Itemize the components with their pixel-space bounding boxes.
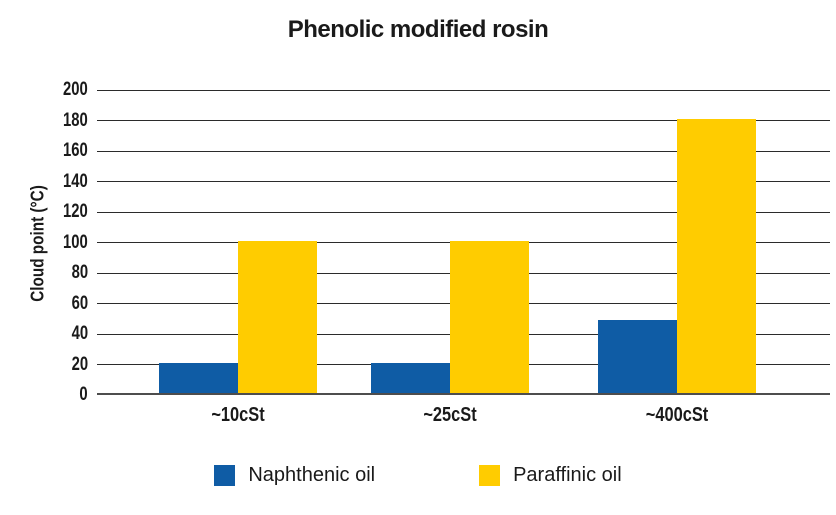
chart-title: Phenolic modified rosin: [287, 16, 549, 43]
y-tick-label-160: 160: [8, 141, 88, 161]
y-tick-label-100: 100: [8, 231, 88, 253]
y-tick-label-140: 140: [8, 170, 88, 192]
y-tick-label-text: 120: [63, 201, 88, 222]
x-axis-tick-labels: ~10cSt ~25cSt ~400cSt: [97, 404, 830, 430]
y-tick-label-text: 200: [63, 79, 88, 100]
x-tick-label-10cSt: ~10cSt: [205, 404, 270, 427]
bar-paraffinic-oil-400cSt: [677, 118, 756, 393]
y-tick-label-text: 160: [63, 140, 88, 161]
legend: Naphthenic oil Paraffinic oil: [0, 464, 836, 487]
gridline-140: [97, 181, 830, 182]
bar-paraffinic-oil-10cSt: [238, 240, 317, 393]
y-tick-label-text: 40: [71, 323, 88, 344]
bar-naphthenic-oil-25cSt: [370, 362, 450, 393]
bar-naphthenic-oil-400cSt: [598, 319, 677, 393]
y-tick-label-text: 60: [71, 292, 88, 314]
x-tick-label-text: ~25cSt: [422, 404, 477, 426]
plot-area: [97, 89, 830, 395]
x-tick-label-400cSt: ~400cSt: [639, 404, 715, 427]
y-tick-label-40: 40: [8, 324, 88, 344]
x-tick-label-25cSt: ~25cSt: [417, 404, 482, 427]
y-tick-label-60: 60: [8, 292, 88, 314]
legend-label: Naphthenic oil: [248, 464, 376, 486]
y-axis-tick-labels: 0 20 40 60 80 100 120 140 160 180 200: [0, 80, 88, 405]
y-tick-label-text: 100: [63, 231, 88, 253]
y-tick-label-200: 200: [8, 80, 88, 100]
x-tick-label-text: ~10cSt: [211, 404, 265, 426]
legend-item-naphthenic-oil: Naphthenic oil: [214, 464, 375, 487]
legend-swatch-icon: [479, 465, 501, 486]
gridline-120: [97, 211, 830, 213]
y-tick-label-180: 180: [8, 109, 88, 131]
y-tick-label-text: 140: [63, 170, 88, 192]
y-tick-label-20: 20: [8, 353, 88, 375]
y-tick-label-text: 80: [71, 262, 88, 283]
legend-item-paraffinic-oil: Paraffinic oil: [479, 464, 622, 487]
bar-paraffinic-oil-25cSt: [449, 240, 529, 393]
y-tick-label-text: 20: [71, 353, 88, 375]
y-tick-label-120: 120: [8, 202, 88, 222]
bar-naphthenic-oil-10cSt: [159, 362, 238, 393]
gridline-180: [97, 120, 830, 121]
y-tick-label-80: 80: [8, 263, 88, 283]
gridline-160: [97, 150, 830, 152]
y-tick-label-text: 180: [63, 109, 88, 131]
legend-swatch-icon: [214, 465, 236, 486]
y-tick-label-0: 0: [8, 385, 88, 405]
x-tick-label-text: ~400cSt: [645, 404, 709, 426]
gridline-200: [97, 89, 830, 91]
legend-label: Paraffinic oil: [513, 464, 622, 486]
y-tick-label-text: 0: [79, 384, 88, 405]
x-axis-baseline: [97, 393, 830, 395]
